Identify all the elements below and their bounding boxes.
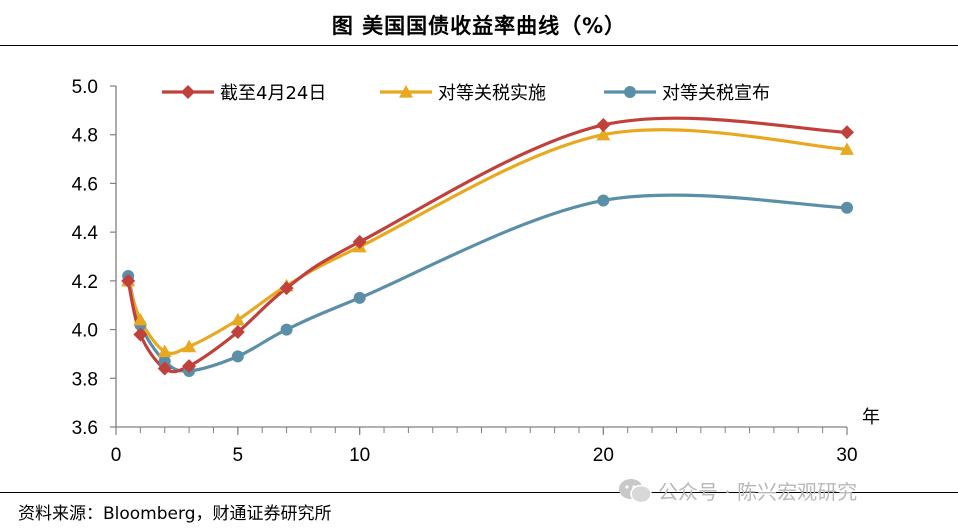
y-tick-label: 5.0 — [72, 77, 98, 98]
legend-marker — [181, 85, 195, 99]
series-markers — [121, 117, 854, 377]
y-tick-label: 4.0 — [72, 321, 98, 342]
x-tick-label: 0 — [111, 445, 122, 466]
y-tick-label: 4.2 — [72, 272, 98, 293]
data-point — [182, 359, 197, 374]
data-point — [133, 327, 148, 342]
footer-divider — [0, 492, 958, 493]
y-tick-label: 4.4 — [72, 223, 99, 244]
y-tick-label: 4.6 — [72, 174, 98, 195]
watermark: 公众号 · 陈兴宏观研究 — [618, 476, 857, 505]
wechat-icon — [619, 478, 652, 503]
data-point — [230, 312, 245, 326]
data-point — [182, 339, 197, 353]
title-bar: 图 美国国债收益率曲线（%） — [0, 0, 958, 46]
data-point — [121, 273, 136, 288]
legend-label: 对等关税实施 — [438, 83, 546, 104]
y-tick-label: 3.6 — [72, 418, 98, 439]
watermark-text: 公众号 · 陈兴宏观研究 — [658, 480, 858, 504]
y-tick-label: 4.8 — [72, 126, 98, 147]
data-point — [596, 117, 611, 132]
x-tick-label: 5 — [233, 445, 244, 466]
source-note: 资料来源：Bloomberg，财通证券研究所 — [18, 504, 332, 524]
data-point — [230, 325, 245, 340]
data-point — [231, 350, 244, 363]
data-point — [157, 344, 172, 358]
legend-marker — [399, 85, 413, 98]
data-point — [279, 281, 294, 296]
yield-curve-chart: 3.6 3.8 4.0 4.2 4.4 4.6 4.8 5.0 0 5 10 20 30年 截至4月24… — [72, 77, 880, 466]
legend-label: 截至4月24日 — [220, 83, 326, 104]
axes: 3.6 3.8 4.0 4.2 4.4 4.6 4.8 5.0 0 5 10 20 30年 — [72, 77, 880, 466]
data-point — [840, 142, 854, 155]
data-point — [596, 127, 611, 141]
legend-marker — [624, 86, 636, 98]
data-point — [841, 201, 853, 214]
data-point — [157, 361, 172, 376]
data-point — [597, 194, 610, 207]
x-tick-label: 10 — [349, 445, 370, 466]
legend: 截至4月24日 对等关税实施 对等关税宣布 — [162, 83, 770, 104]
x-axis-label: 年 — [862, 407, 880, 428]
data-point — [840, 125, 854, 140]
data-point — [158, 355, 171, 368]
x-tick-label: 20 — [593, 445, 614, 466]
chart-title: 图 美国国债收益率曲线（%） — [331, 14, 627, 38]
data-point — [353, 291, 366, 304]
data-point — [133, 312, 148, 326]
legend-label: 对等关税宣布 — [662, 83, 770, 104]
x-tick-label: 30 — [836, 445, 857, 466]
series-line — [126, 193, 848, 373]
data-point — [352, 234, 367, 249]
data-point — [280, 323, 293, 336]
y-tick-label: 3.8 — [72, 369, 98, 390]
